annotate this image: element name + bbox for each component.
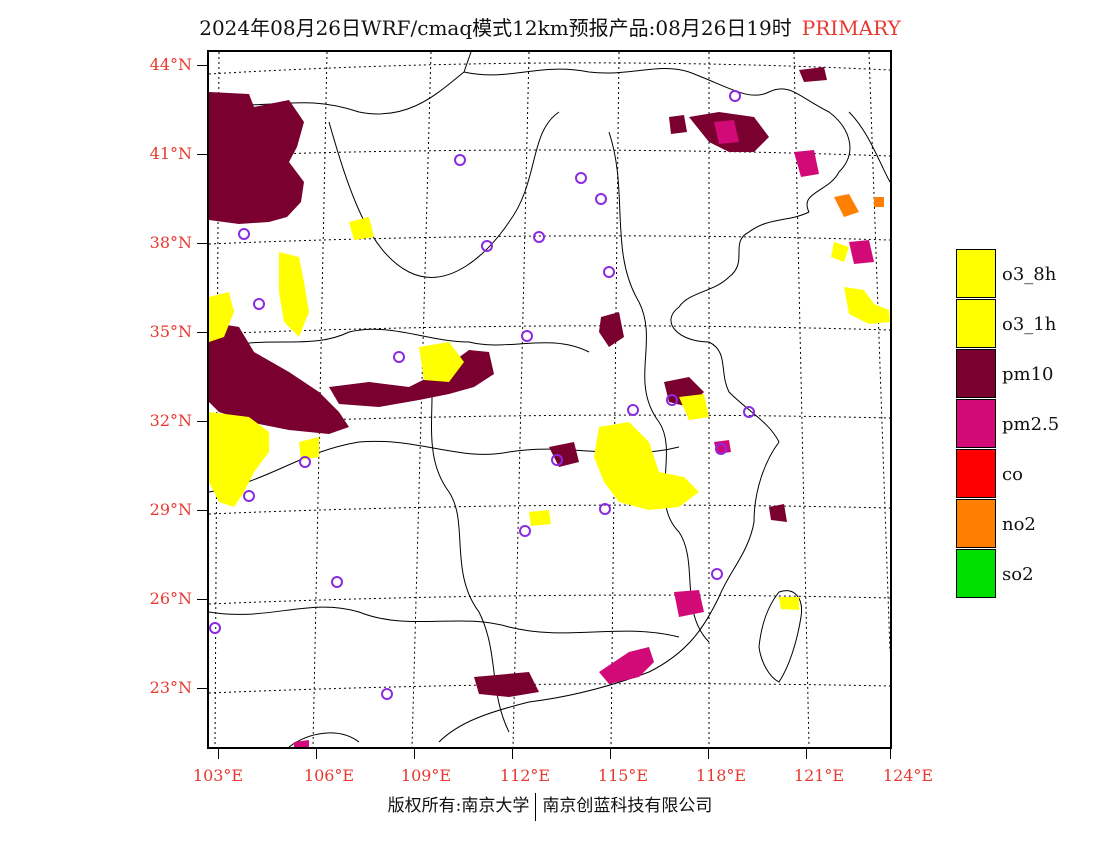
lon-tick: [218, 749, 219, 759]
lon-label-112: 112°E: [499, 766, 551, 785]
no2-patches: [834, 194, 884, 217]
pm10-patches: [209, 67, 827, 697]
lat-tick: [197, 154, 207, 155]
boundaries: [209, 52, 890, 747]
legend-label-o3-1h: o3_1h: [1002, 314, 1057, 335]
lon-tick: [806, 749, 807, 759]
legend-swatch-no2: [956, 499, 996, 548]
lat-label-29: 29°N: [149, 500, 192, 519]
title-primary-tag: PRIMARY: [801, 16, 901, 40]
lat-label-26: 26°N: [149, 589, 192, 608]
map-title: 2024年08月26日WRF/cmaq模式12km预报产品:08月26日19时 P…: [0, 12, 1100, 41]
lon-label-115: 115°E: [597, 766, 649, 785]
lat-tick: [197, 688, 207, 689]
lon-label-106: 106°E: [303, 766, 355, 785]
legend-label-pm10: pm10: [1002, 364, 1054, 385]
lon-tick: [708, 749, 709, 759]
copyright-footer: 版权所有:南京大学 南京创蓝科技有限公司: [0, 791, 1100, 821]
lat-tick: [197, 599, 207, 600]
lat-tick: [197, 243, 207, 244]
legend-swatch-pm25: [956, 399, 996, 448]
lat-tick: [197, 65, 207, 66]
lat-label-44: 44°N: [149, 55, 192, 74]
lon-tick: [316, 749, 317, 759]
legend-label-so2: so2: [1002, 564, 1034, 585]
lon-tick: [512, 749, 513, 759]
map-area: [207, 50, 892, 749]
legend-label-o3-8h: o3_8h: [1002, 264, 1057, 285]
legend-swatch-so2: [956, 549, 996, 598]
lat-label-35: 35°N: [149, 322, 192, 341]
legend-label-no2: no2: [1002, 514, 1036, 535]
lat-tick: [197, 510, 207, 511]
legend-swatch-o3-1h: [956, 299, 996, 348]
lat-label-38: 38°N: [149, 233, 192, 252]
map-svg: [209, 52, 890, 747]
lon-label-124: 124°E: [882, 766, 934, 785]
pm25-patches: [294, 120, 874, 747]
copyright-separator: [535, 792, 537, 821]
legend-swatch-o3-8h: [956, 249, 996, 298]
legend-swatch-co: [956, 449, 996, 498]
legend-label-co: co: [1002, 464, 1023, 485]
lon-tick: [610, 749, 611, 759]
city-markers: [209, 90, 755, 700]
copyright-left: 版权所有:南京大学: [387, 796, 530, 816]
title-text: 2024年08月26日WRF/cmaq模式12km预报产品:08月26日19时: [199, 16, 792, 40]
lat-label-23: 23°N: [149, 678, 192, 697]
lon-tick: [414, 749, 415, 759]
legend: [956, 249, 996, 599]
o3-patches: [209, 217, 890, 610]
copyright-right: 南京创蓝科技有限公司: [542, 796, 713, 816]
lon-label-121: 121°E: [793, 766, 845, 785]
lon-label-118: 118°E: [695, 766, 747, 785]
legend-label-pm25: pm2.5: [1002, 414, 1060, 435]
legend-swatch-pm10: [956, 349, 996, 398]
lon-label-103: 103°E: [192, 766, 244, 785]
lon-tick: [890, 749, 891, 759]
lat-label-41: 41°N: [149, 144, 192, 163]
lat-label-32: 32°N: [149, 411, 192, 430]
lat-tick: [197, 421, 207, 422]
lat-tick: [197, 332, 207, 333]
lon-label-109: 109°E: [400, 766, 452, 785]
